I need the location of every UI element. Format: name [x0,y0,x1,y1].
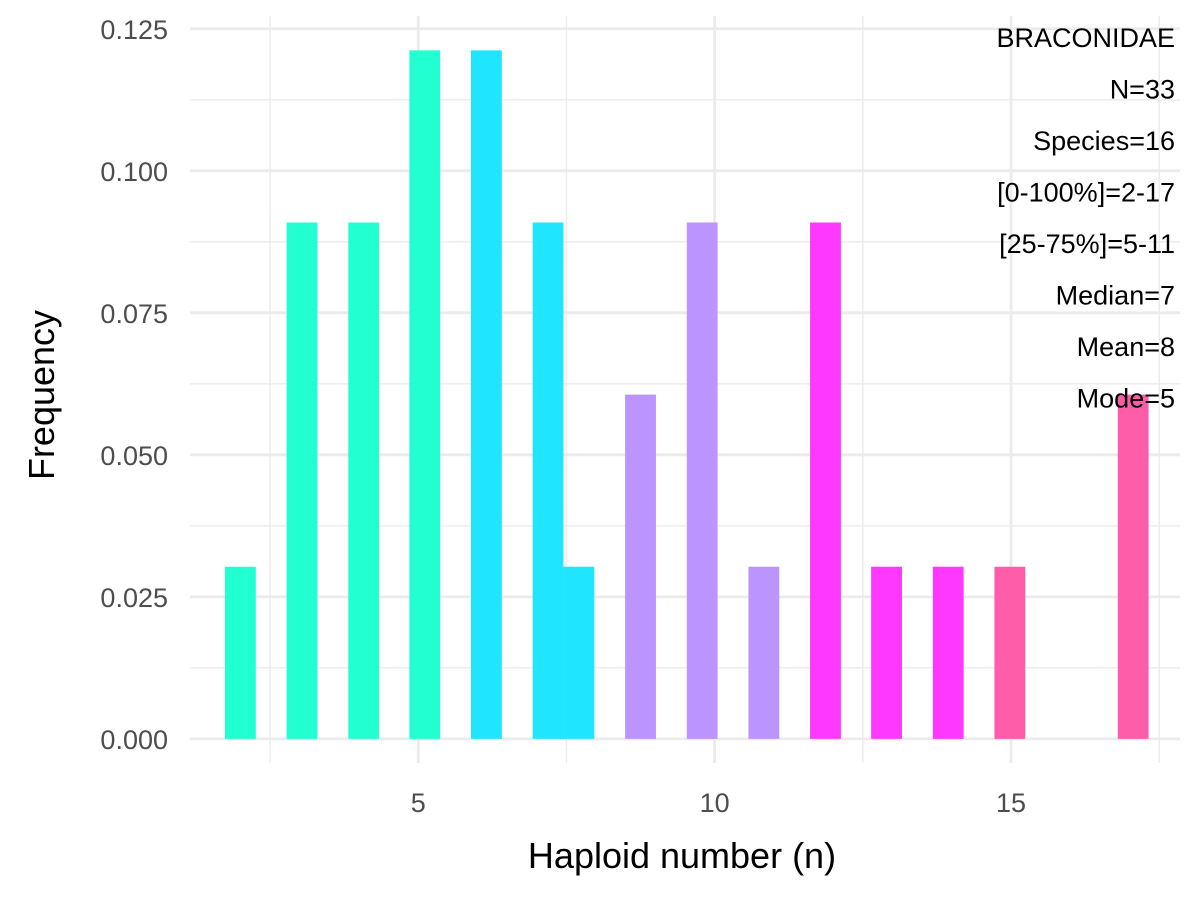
histogram-bar [686,222,718,739]
stat-annotation: BRACONIDAE [996,23,1175,53]
histogram-bar [286,222,318,739]
histogram-bar [1117,394,1149,739]
histogram-bar [994,566,1026,739]
histogram-bar [470,50,502,739]
stat-annotation: Species=16 [1033,126,1175,156]
stat-annotation: [25-75%]=5-11 [999,229,1175,259]
stat-annotation: [0-100%]=2-17 [997,178,1175,208]
y-tick-label: 0.050 [100,441,168,471]
major-gridlines [190,16,1180,763]
histogram-bar [871,566,902,739]
x-tick-label: 10 [700,788,730,818]
y-axis-title: Frequency [21,310,62,480]
histogram-bar [409,50,441,739]
y-tick-label: 0.075 [100,299,168,329]
histogram-bar [532,222,564,739]
summary-statistics: BRACONIDAE N=33 Species=16 [0-100%]=2-17 [25… [996,23,1175,414]
histogram-bar [748,566,780,739]
y-tick-label: 0.000 [100,725,168,755]
x-tick-label: 5 [411,788,426,818]
x-axis-tick-labels: 5 10 15 [411,788,1026,818]
histogram-bar [224,566,256,739]
stat-annotation: Mode=5 [1077,384,1175,414]
y-axis-tick-labels: 0.000 0.025 0.050 0.075 0.100 0.125 [100,15,168,755]
histogram-bar [625,394,656,739]
stat-annotation: N=33 [1110,75,1175,105]
minor-gridlines [190,16,1180,763]
y-tick-label: 0.125 [100,15,168,45]
histogram-bars [224,50,1149,739]
histogram-bar [810,222,841,739]
x-tick-label: 15 [996,788,1026,818]
histogram-bar [932,566,964,739]
x-axis-title: Haploid number (n) [528,835,836,876]
y-tick-label: 0.100 [100,157,168,187]
y-tick-label: 0.025 [100,583,168,613]
histogram-bar [563,566,595,739]
stat-annotation: Mean=8 [1077,332,1175,362]
histogram-bar [348,222,380,739]
stat-annotation: Median=7 [1056,281,1175,311]
